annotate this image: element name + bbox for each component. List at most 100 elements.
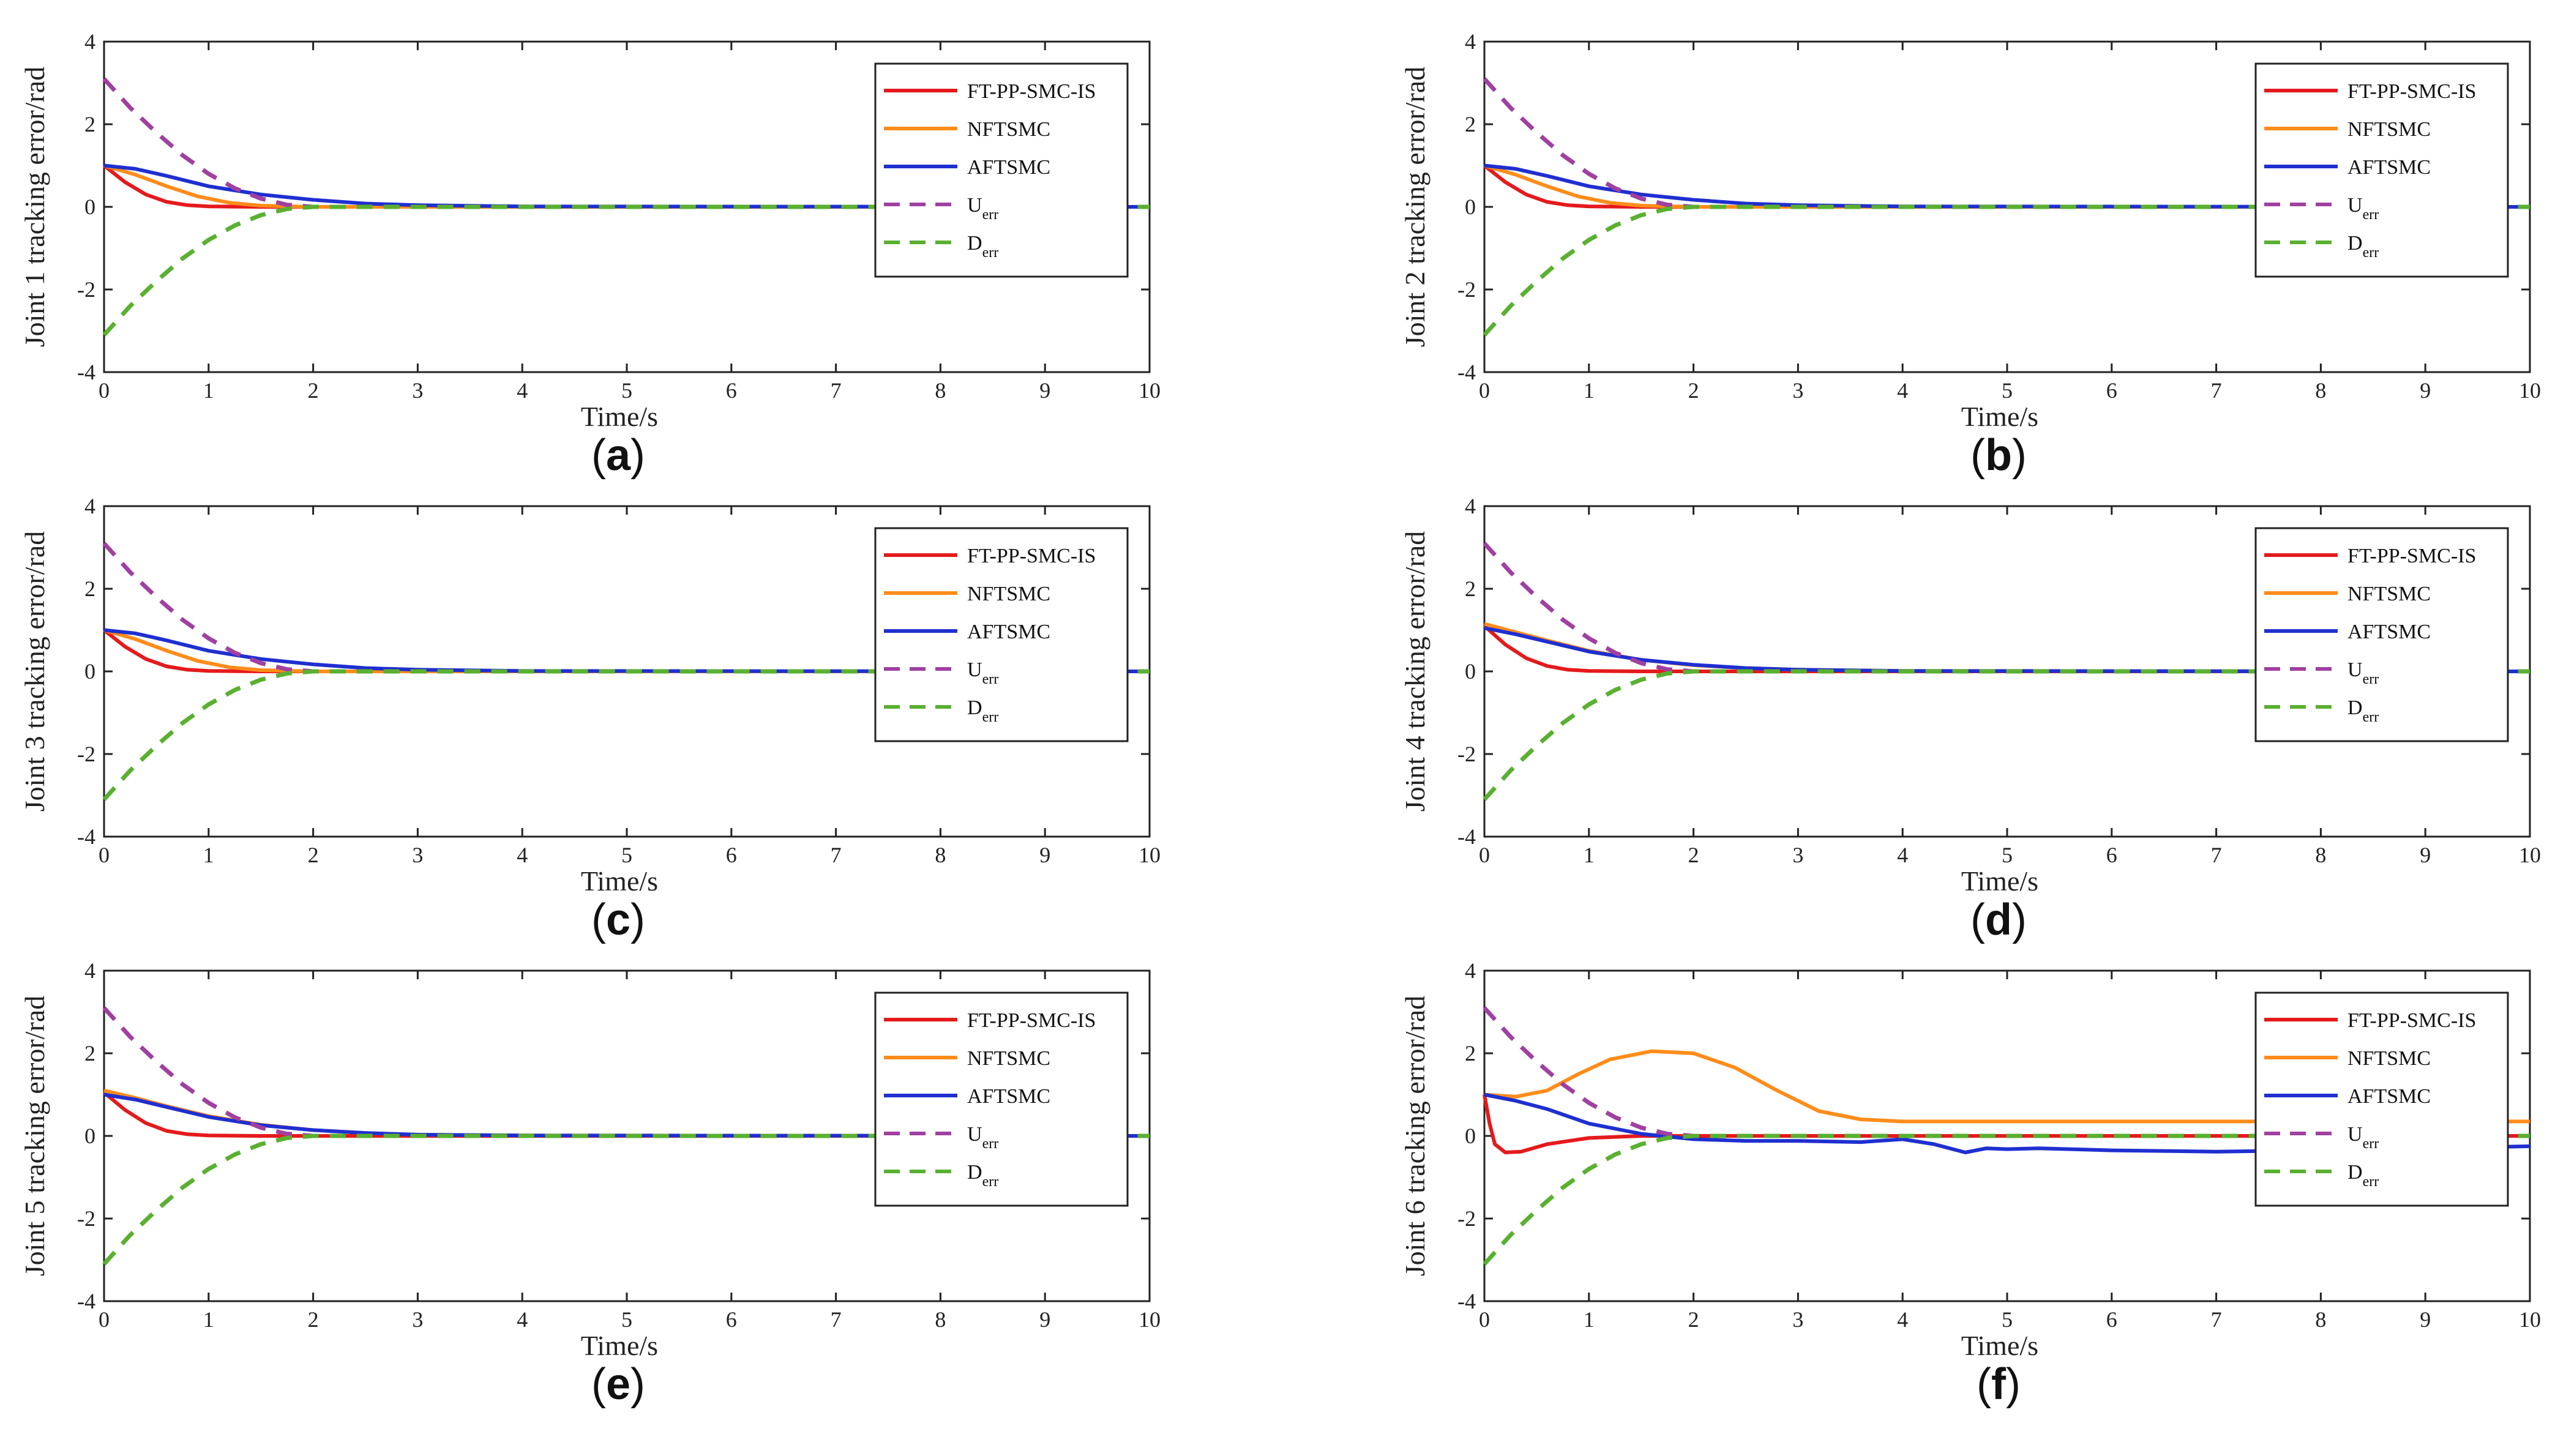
legend-label: FT-PP-SMC-IS: [2347, 80, 2476, 103]
y-tick-label: -2: [1457, 1206, 1476, 1231]
legend-label: NFTSMC: [2347, 583, 2431, 605]
panel-a: 0 1 2 3 4 5 6 7 8 9 10 4 2 0 -2 -4 FT-PP-SMC-IS NFTSMC AFT…: [19, 29, 1161, 480]
panel-label: (f): [1977, 1360, 2021, 1409]
legend-label: NFTSMC: [967, 583, 1050, 605]
x-axis-label: Time/s: [581, 865, 658, 897]
x-tick-label: 7: [831, 843, 842, 867]
legend-label: Derr: [2347, 1161, 2379, 1190]
x-tick-label: 0: [99, 843, 110, 867]
panel-d: 0 1 2 3 4 5 6 7 8 9 10 4 2 0 -2 -4 FT-PP-SMC-IS NFTSMC AFT…: [1399, 494, 2541, 944]
y-tick-label: -4: [1457, 360, 1476, 384]
y-tick-label: 4: [84, 958, 95, 983]
panel-e: 0 1 2 3 4 5 6 7 8 9 10 4 2 0 -2 -4 FT-PP-SMC-IS NFTSMC AFT…: [19, 958, 1161, 1409]
y-tick-label: 0: [84, 659, 95, 684]
y-tick-label: -2: [77, 277, 95, 302]
x-tick-label: 2: [1688, 378, 1699, 403]
y-axis-label: Joint 2 tracking error/rad: [1399, 67, 1431, 348]
x-tick-label: 6: [726, 378, 737, 403]
x-tick-label: 4: [1897, 843, 1908, 867]
legend-label: Uerr: [967, 659, 998, 687]
x-axis-label: Time/s: [1961, 865, 2038, 897]
x-tick-label: 4: [1897, 1307, 1908, 1332]
x-tick-label: 2: [308, 843, 319, 867]
series-line-ft-pp-smc-is: [1483, 164, 2530, 209]
series-line-uerr: [1483, 1006, 2530, 1138]
y-tick-label: 2: [1465, 1041, 1476, 1066]
x-tick-label: 2: [1688, 843, 1699, 867]
x-tick-label: 7: [831, 1307, 842, 1332]
y-tick-label: -2: [1457, 742, 1476, 766]
x-tick-label: 2: [308, 378, 319, 403]
x-tick-label: 10: [1139, 843, 1161, 867]
x-tick-label: 10: [2519, 378, 2541, 403]
x-tick-label: 2: [1688, 1307, 1699, 1332]
series-line-uerr: [102, 1006, 1150, 1138]
x-tick-label: 4: [517, 378, 528, 403]
x-tick-label: 2: [308, 1307, 319, 1332]
x-tick-label: 3: [1792, 1307, 1803, 1332]
x-tick-label: 0: [1479, 378, 1490, 403]
y-tick-label: 0: [84, 1124, 95, 1148]
y-tick-label: -4: [77, 1289, 95, 1313]
series-line-derr: [1483, 1133, 2530, 1266]
legend-label: Derr: [2347, 232, 2379, 261]
y-axis-label: Joint 3 tracking error/rad: [19, 531, 50, 812]
y-tick-label: -4: [77, 824, 95, 849]
series-line-uerr: [1483, 77, 2530, 209]
panel-label: (d): [1970, 895, 2027, 944]
panel-label: (a): [591, 431, 645, 480]
series-line-derr: [1483, 204, 2530, 337]
series-line-ft-pp-smc-is: [1483, 1094, 2530, 1154]
legend-label: Derr: [2347, 696, 2379, 725]
series-line-derr: [1483, 669, 2530, 801]
x-tick-label: 4: [517, 843, 528, 867]
y-tick-label: -4: [1457, 824, 1476, 849]
legend-label: Uerr: [2347, 194, 2379, 223]
y-tick-label: 2: [84, 1041, 95, 1066]
legend-label: FT-PP-SMC-IS: [967, 1009, 1096, 1032]
x-tick-label: 9: [2420, 843, 2431, 867]
x-tick-label: 8: [935, 843, 946, 867]
x-tick-label: 0: [1479, 1307, 1490, 1332]
y-tick-label: 4: [84, 494, 95, 518]
x-tick-label: 8: [2315, 1307, 2326, 1332]
series-line-uerr: [102, 542, 1150, 674]
x-tick-label: 9: [1039, 1307, 1050, 1332]
x-tick-label: 5: [2002, 378, 2013, 403]
panel-c: 0 1 2 3 4 5 6 7 8 9 10 4 2 0 -2 -4 FT-PP-SMC-IS NFTSMC AFT…: [19, 494, 1161, 944]
y-axis-label: Joint 5 tracking error/rad: [19, 996, 50, 1277]
legend-label: Uerr: [2347, 659, 2379, 687]
series-line-ft-pp-smc-is: [103, 164, 1150, 209]
x-tick-label: 0: [1479, 843, 1490, 867]
y-tick-label: 0: [1465, 659, 1476, 684]
y-tick-label: -4: [77, 360, 95, 384]
x-tick-label: 4: [1897, 378, 1908, 403]
x-tick-label: 0: [99, 378, 110, 403]
x-tick-label: 8: [2315, 843, 2326, 867]
legend-label: Derr: [967, 232, 998, 261]
legend-label: NFTSMC: [967, 1047, 1050, 1070]
legend-label: AFTSMC: [2347, 1085, 2431, 1108]
x-tick-label: 7: [2211, 843, 2222, 867]
legend-label: Derr: [967, 696, 998, 725]
x-tick-label: 9: [1039, 843, 1050, 867]
x-axis-label: Time/s: [581, 1330, 658, 1361]
x-tick-label: 7: [2211, 378, 2222, 403]
y-tick-label: 4: [1465, 29, 1476, 54]
legend-label: NFTSMC: [967, 118, 1050, 141]
series-line-nftsmc: [1484, 1049, 2530, 1124]
x-tick-label: 1: [1584, 378, 1595, 403]
x-tick-label: 1: [1584, 843, 1595, 867]
x-axis-label: Time/s: [581, 401, 658, 432]
x-axis-label: Time/s: [1961, 1330, 2038, 1361]
x-tick-label: 10: [2519, 843, 2541, 867]
panel-label: (c): [591, 895, 645, 944]
legend-label: Uerr: [967, 1123, 998, 1152]
x-tick-label: 3: [1792, 843, 1803, 867]
y-tick-label: 2: [84, 112, 95, 136]
y-tick-label: 0: [84, 195, 95, 219]
y-axis-label: Joint 1 tracking error/rad: [19, 67, 50, 348]
x-tick-label: 9: [1039, 378, 1050, 403]
series-line-uerr: [1483, 542, 2530, 674]
